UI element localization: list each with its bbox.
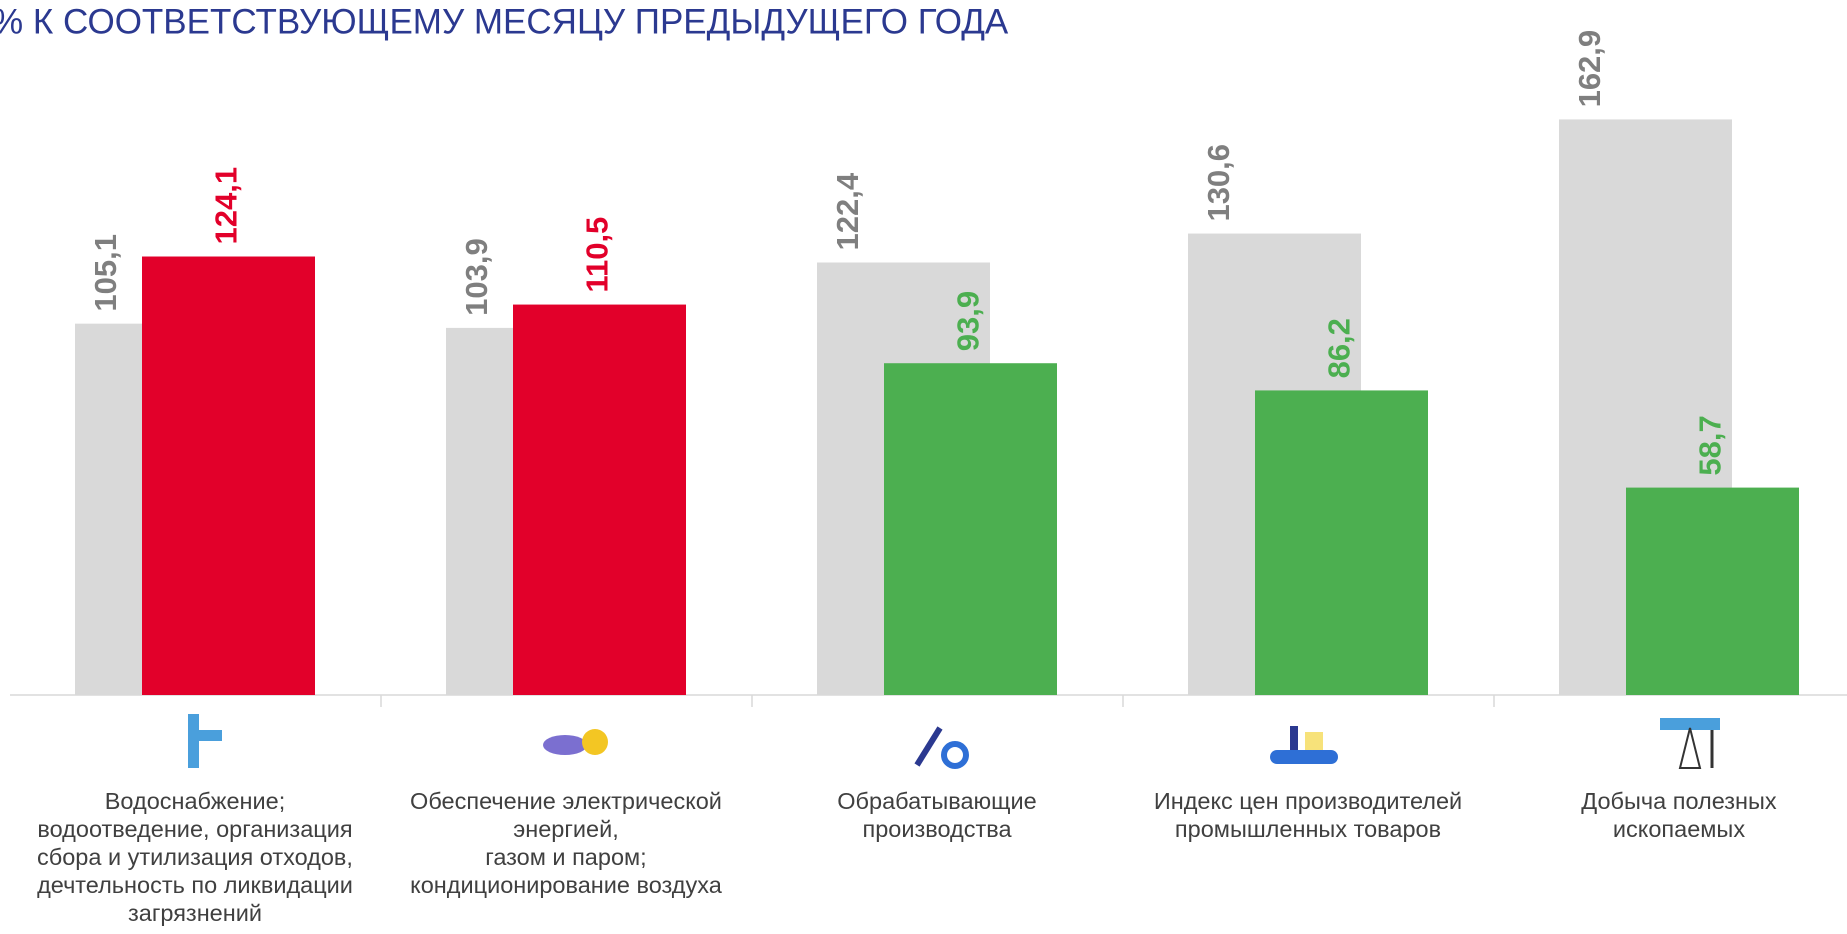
icon xyxy=(188,730,222,741)
icon xyxy=(1290,726,1298,750)
chart-title: % К СООТВЕТСТВУЮЩЕМУ МЕСЯЦУ ПРЕДЫДУЩЕГО … xyxy=(0,2,1009,41)
icon xyxy=(1660,718,1720,730)
bar xyxy=(142,256,315,695)
x-tick-label: Добыча полезных ископаемых xyxy=(1581,788,1777,842)
data-label: 124,1 xyxy=(209,167,244,245)
icon xyxy=(543,735,587,755)
data-label: 162,9 xyxy=(1572,30,1607,108)
icon xyxy=(582,729,608,755)
data-label: 93,9 xyxy=(951,291,986,351)
icon xyxy=(1270,750,1338,764)
data-label: 110,5 xyxy=(580,217,615,293)
x-tick-label: Обеспечение электрической энергией, газо… xyxy=(410,788,722,898)
data-label: 58,7 xyxy=(1693,415,1728,475)
x-tick-label: Водоснабжение; водоотведение, организаци… xyxy=(37,788,353,926)
bar xyxy=(884,363,1057,695)
bar xyxy=(1626,487,1799,695)
data-label: 103,9 xyxy=(459,238,494,316)
icon xyxy=(914,726,943,767)
x-tick-label: Обрабатывающие производства xyxy=(837,788,1037,842)
icon xyxy=(1678,727,1702,769)
data-label: 105,1 xyxy=(88,234,123,312)
icons xyxy=(188,714,1720,769)
data-label: 122,4 xyxy=(830,172,865,250)
data-label: 86,2 xyxy=(1322,318,1357,378)
bar xyxy=(513,304,686,695)
icon xyxy=(1305,732,1323,750)
x-tick-label: Индекс цен производителей промышленных т… xyxy=(1153,788,1463,842)
bar xyxy=(1255,390,1428,695)
data-label: 130,6 xyxy=(1201,144,1236,222)
icon xyxy=(941,741,969,769)
